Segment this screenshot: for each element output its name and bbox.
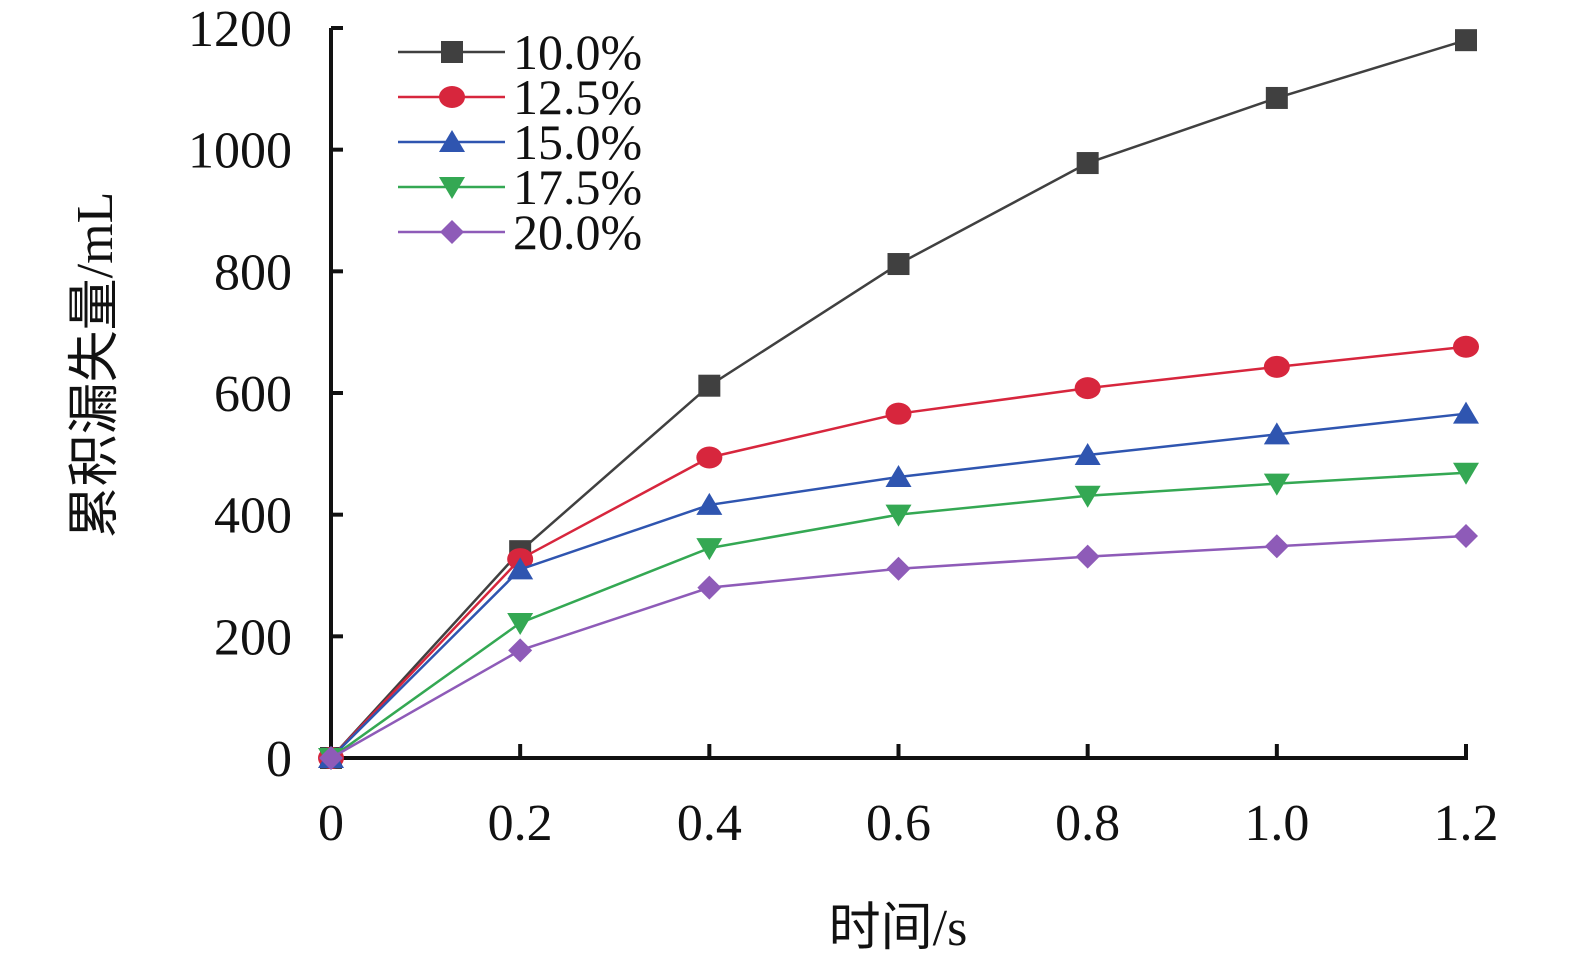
- series-17.5%: [318, 462, 1479, 770]
- data-point: [696, 492, 723, 515]
- legend: 10.0%12.5%15.0%17.5%20.0%: [398, 24, 642, 260]
- y-tick-label: 1200: [188, 1, 292, 58]
- data-point: [1454, 523, 1478, 548]
- series-15.0%: [318, 401, 1479, 768]
- y-tick-label: 1000: [188, 123, 292, 180]
- data-point: [1265, 86, 1288, 109]
- legend-label: 15.0%: [513, 114, 642, 170]
- data-point: [1076, 152, 1099, 175]
- data-point: [1074, 485, 1101, 508]
- x-ticks: 0 0.2 0.4 0.6 0.8 1.0 1.2: [318, 744, 1499, 852]
- legend-item: 15.0%: [398, 114, 642, 170]
- data-point: [696, 446, 723, 469]
- axes: [329, 28, 1468, 760]
- data-point: [886, 556, 911, 581]
- data-point: [1453, 401, 1479, 424]
- series-20.0%: [319, 523, 1478, 770]
- data-point: [507, 557, 534, 580]
- legend-marker: [439, 177, 465, 199]
- legend-item: 17.5%: [398, 159, 642, 215]
- legend-label: 20.0%: [513, 204, 642, 260]
- legend-label: 17.5%: [513, 159, 642, 215]
- legend-marker: [440, 220, 464, 244]
- data-point: [885, 402, 912, 425]
- data-point: [1075, 544, 1100, 569]
- legend-label: 12.5%: [513, 69, 642, 125]
- data-point: [1263, 422, 1290, 445]
- x-tick-label: 1.0: [1244, 795, 1309, 852]
- data-point: [1263, 473, 1290, 496]
- series-12.5%: [318, 335, 1479, 769]
- data-point: [697, 575, 722, 600]
- legend-item: 10.0%: [398, 24, 642, 80]
- data-point: [1264, 534, 1289, 559]
- data-point: [887, 253, 910, 276]
- data-point: [885, 464, 912, 487]
- data-point: [1455, 29, 1477, 52]
- data-point: [1074, 443, 1101, 466]
- y-tick-label: 0: [266, 731, 292, 788]
- data-point: [508, 638, 533, 663]
- data-point: [319, 746, 343, 770]
- legend-marker: [441, 41, 463, 63]
- y-ticks: 0 200 400 600 800 1000 1200: [188, 1, 343, 788]
- legend-label: 10.0%: [513, 24, 642, 80]
- x-tick-label: 0: [318, 795, 344, 852]
- y-tick-label: 400: [214, 488, 292, 545]
- data-point: [698, 374, 721, 397]
- data-point: [1453, 335, 1479, 358]
- x-tick-label: 0.6: [866, 795, 931, 852]
- data-point: [1074, 377, 1101, 400]
- legend-item: 20.0%: [398, 204, 642, 260]
- x-tick-label: 1.2: [1434, 795, 1499, 852]
- y-tick-label: 600: [214, 366, 292, 423]
- x-tick-label: 0.4: [677, 795, 742, 852]
- data-point: [696, 538, 723, 561]
- legend-marker: [439, 130, 465, 152]
- x-axis-title: 时间/s: [829, 900, 968, 957]
- y-axis-title: 累积漏失量/mL: [67, 192, 124, 539]
- legend-item: 12.5%: [398, 69, 642, 125]
- y-tick-label: 800: [214, 244, 292, 301]
- x-tick-label: 0.2: [488, 795, 553, 852]
- series-layer: [318, 29, 1479, 770]
- x-tick-label: 0.8: [1055, 795, 1120, 852]
- series-line: [330, 38, 1467, 759]
- data-point: [1453, 462, 1479, 485]
- y-tick-label: 200: [214, 609, 292, 666]
- data-point: [885, 504, 912, 527]
- data-point: [1263, 355, 1290, 378]
- series-10.0%: [320, 29, 1477, 769]
- data-point: [507, 612, 534, 635]
- legend-marker: [439, 86, 465, 108]
